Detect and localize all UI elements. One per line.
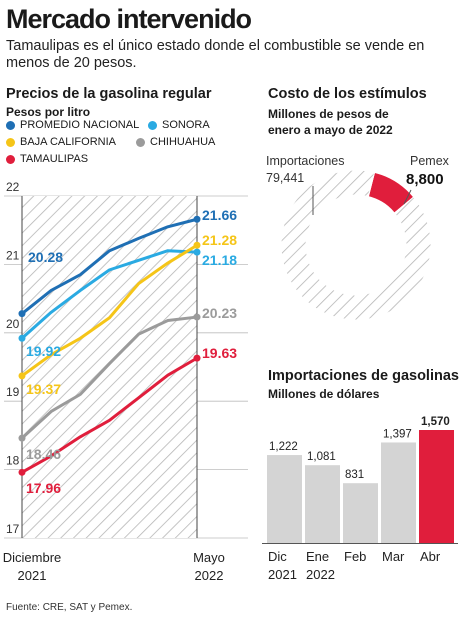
donut-value-importaciones: 79,441 [266,171,304,185]
bar-value-label: 1,570 [421,416,450,428]
start-value-label-sonora: 19.92 [26,343,61,359]
legend-swatch [6,154,15,164]
legend-item-baja: BAJA CALIFORNIA [6,136,116,148]
series-start-point-promedio [18,310,26,318]
bar-category-label: Feb [344,549,366,564]
x-tick-label: Mayo [193,550,225,565]
start-value-label-promedio: 20.28 [28,249,63,265]
end-value-label-sonora: 21.18 [202,252,237,268]
page-subtitle: Tamaulipas es el único estado donde el c… [6,38,425,71]
x-tick-label: 2022 [195,568,224,583]
bar-category-label: 2022 [306,567,335,582]
legend-item-sonora: SONORA [148,119,210,131]
series-end-point-tamaulipas [193,354,201,362]
y-tick-label: 21 [6,248,20,262]
bar-chart-subtitle: Millones de dólares [268,387,380,401]
end-value-label-tamaulipas: 19.63 [202,345,237,361]
series-end-point-chihuahua [193,313,201,321]
bar-value-label: 1,397 [383,428,412,440]
series-line-tamaulipas [21,356,198,474]
line-chart-title: Precios de la gasolina regular [6,86,212,102]
bar-category-label: Abr [420,549,441,564]
y-tick-label: 17 [6,522,20,536]
end-value-label-chihuahua: 20.23 [202,305,237,321]
bar-category-label: Mar [382,549,405,564]
bar-chart-title: Importaciones de gasolinas [268,368,459,384]
legend-label: CHIHUAHUA [150,136,216,148]
bar-value-label: 1,081 [307,451,336,463]
line-chart-header: Precios de la gasolina regular Pesos por… [6,86,212,119]
donut-slice-importaciones [280,169,432,321]
series-line-chihuahua [20,315,198,440]
bar [267,455,302,543]
start-value-label-baja: 19.37 [26,381,61,397]
y-tick-label: 22 [6,180,20,194]
series-start-point-baja [18,372,26,380]
donut-chart-subtitle: Millones de pesos de enero a mayo de 202… [268,107,393,137]
series-start-point-tamaulipas [18,468,26,476]
legend-swatch [6,120,15,130]
bar [381,442,416,543]
source-note: Fuente: CRE, SAT y Pemex. [6,602,133,613]
legend-label: SONORA [162,119,210,131]
x-tick-label: 2021 [18,568,47,583]
series-line-sonora [21,249,198,340]
legend-label: PROMEDIO NACIONAL [20,119,140,131]
bar [305,465,340,543]
end-value-label-promedio: 21.66 [202,207,237,223]
bar-value-label: 831 [345,469,364,481]
donut-chart-title: Costo de los estímulos [268,86,427,102]
legend-swatch [136,137,145,147]
donut-label-pemex: Pemex [410,154,450,168]
legend-swatch [148,120,157,130]
donut-label-importaciones: Importaciones [266,154,345,168]
bar-category-label: 2021 [268,567,297,582]
donut-chart-header: Costo de los estímulos Millones de pesos… [268,86,427,138]
bar [419,430,454,543]
series-line-baja [21,243,198,378]
series-end-point-sonora [193,248,201,256]
bar-category-label: Dic [268,549,287,564]
series-start-point-chihuahua [18,434,26,442]
series-end-point-baja [193,241,201,249]
end-value-label-baja: 21.28 [202,232,237,248]
donut-leader-pemex [403,189,412,205]
legend-swatch [6,137,15,147]
series-line-promedio [21,217,198,315]
legend-label: TAMAULIPAS [20,153,89,165]
bar-category-label: Ene [306,549,329,564]
start-value-label-chihuahua: 18.46 [26,446,61,462]
donut-slice-pemex [367,171,415,214]
legend-item-tamaulipas: TAMAULIPAS [6,153,88,165]
bar-chart-header: Importaciones de gasolinas Millones de d… [268,368,459,401]
series-end-point-promedio [193,215,201,223]
legend-item-chihuahua: CHIHUAHUA [136,136,215,148]
donut-value-pemex: 8,800 [406,171,444,188]
y-tick-label: 19 [6,385,20,399]
x-tick-label: Diciembre [3,550,62,565]
y-tick-label: 20 [6,317,20,331]
series-start-point-sonora [18,334,26,342]
bar-value-label: 1,222 [269,441,298,453]
legend-label: BAJA CALIFORNIA [20,136,116,148]
start-value-label-tamaulipas: 17.96 [26,480,61,496]
line-chart-subtitle: Pesos por litro [6,105,91,119]
y-tick-label: 18 [6,454,20,468]
period-hatch-area [22,196,197,538]
page-title: Mercado intervenido [6,4,252,34]
bar [343,483,378,543]
legend-item-promedio: PROMEDIO NACIONAL [6,119,139,131]
